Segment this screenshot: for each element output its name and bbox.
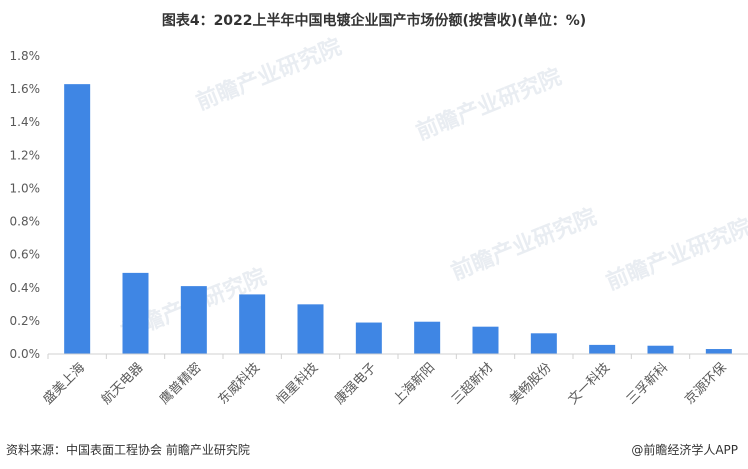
x-axis: 盛美上海 航天电器 鹰普精密 东威科技 恒星科技 康强电子 上海新阳 三超新材 美畅股份 文一科技… (41, 354, 730, 408)
bar (239, 294, 266, 354)
bar (530, 333, 557, 354)
x-tick-label: 三孚新科 (623, 360, 671, 408)
x-tick-label: 鹰普精密 (157, 360, 205, 408)
bar (122, 272, 149, 354)
bar (472, 326, 499, 354)
x-tick-label: 文一科技 (566, 360, 613, 407)
x-tick-label: 盛美上海 (41, 360, 88, 407)
x-tick-label: 三超新材 (448, 360, 496, 408)
x-tick-label: 航天电器 (98, 360, 146, 408)
bar (64, 84, 91, 355)
chart-title: 图表4：2022上半年中国电镀企业国产市场份额(按营收)(单位：%) (161, 13, 587, 29)
x-tick-label: 京源环保 (682, 360, 729, 407)
watermark-text: 前瞻产业研究院 (413, 64, 566, 146)
brand-note: @前瞻经济学人APP (631, 443, 738, 457)
bar (355, 322, 382, 354)
bar (705, 349, 732, 354)
bars-group (64, 84, 732, 355)
y-tick-label: 1.2% (10, 148, 41, 162)
y-tick-label: 1.6% (10, 82, 41, 96)
y-tick-label: 0.0% (10, 347, 41, 361)
x-tick-label: 美畅股份 (507, 360, 554, 407)
x-tick-label: 上海新阳 (390, 360, 438, 408)
y-tick-label: 0.8% (10, 215, 41, 229)
bar (647, 345, 674, 354)
y-tick-label: 1.0% (10, 181, 41, 195)
y-tick-label: 1.4% (10, 115, 41, 129)
x-tick-label: 东威科技 (216, 360, 263, 407)
bar (589, 344, 616, 354)
watermark-text: 前瞻产业研究院 (603, 214, 748, 296)
watermark-layer: 前瞻产业研究院前瞻产业研究院前瞻产业研究院前瞻产业研究院前瞻产业研究院 (118, 34, 748, 346)
x-tick-label: 康强电子 (332, 360, 380, 408)
watermark-text: 前瞻产业研究院 (448, 204, 601, 286)
y-tick-label: 1.8% (10, 49, 41, 63)
x-tick-label: 恒星科技 (274, 360, 321, 407)
source-note: 资料来源：中国表面工程协会 前瞻产业研究院 (6, 443, 250, 457)
watermark-text: 前瞻产业研究院 (193, 34, 346, 116)
bar (297, 304, 324, 354)
y-tick-label: 0.4% (10, 281, 41, 295)
bar (414, 321, 441, 354)
y-tick-label: 0.6% (10, 248, 41, 262)
y-axis: 0.0% 0.2% 0.4% 0.6% 0.8% 1.0% 1.2% 1.4% 1.6% 1.8% (10, 49, 41, 361)
y-tick-label: 0.2% (10, 314, 41, 328)
bar (180, 286, 207, 354)
